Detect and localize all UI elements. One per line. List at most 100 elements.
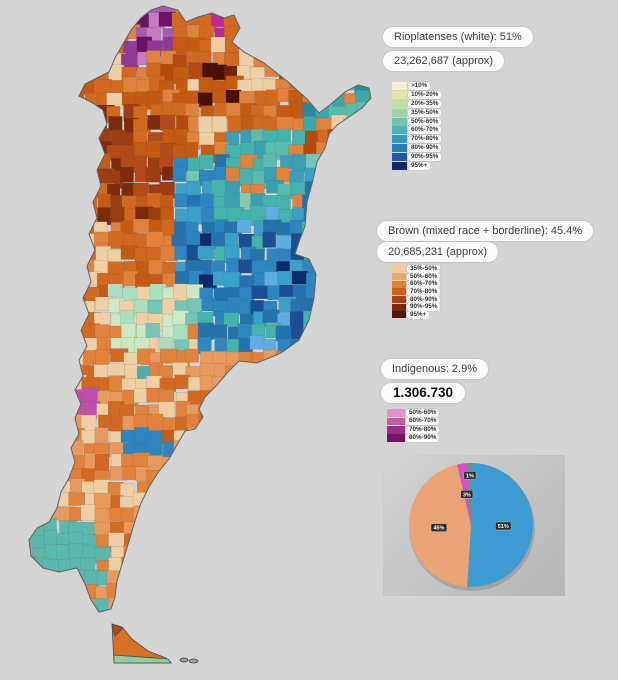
map-cell-patagonia	[344, 390, 362, 408]
map-cell-north-orange	[29, 14, 34, 29]
map-cell-patagonia	[302, 361, 317, 377]
map-cell-west-orange	[44, 231, 61, 247]
map-cell-north-orange	[329, 142, 345, 160]
map-cell-patagonia	[240, 482, 256, 497]
map-cell-west-orange	[58, 221, 76, 238]
map-cell-cuyo-mixed	[58, 364, 74, 380]
map-cell-north-orange	[366, 144, 371, 162]
map-cell-patagonia	[238, 452, 256, 471]
map-cell-patagonia	[315, 595, 332, 612]
map-cell-patagonia	[265, 404, 280, 422]
map-cell-patagonia	[57, 387, 76, 405]
map-cell-north-orange	[317, 65, 332, 83]
map-cell-east-blue-mid	[353, 233, 368, 250]
map-cell-north-orange	[316, 6, 335, 14]
map-cell-patagonia	[264, 417, 279, 436]
map-cell-north-orange	[344, 27, 361, 45]
map-cell-patagonia	[57, 624, 73, 639]
map-cell-patagonia	[306, 626, 319, 641]
legend-range-label: 60%-70%	[406, 417, 440, 426]
legend-range-label: 60%-70%	[407, 280, 441, 289]
pie-label-brown-mixed: 45%	[433, 526, 444, 532]
legend-range-label: 50%-60%	[406, 409, 440, 418]
map-cell-east-blue-mid	[343, 323, 359, 338]
map-cell-east-blue-mid	[318, 208, 336, 226]
legend-count-indigenous: 1.306.730	[381, 383, 466, 403]
map-cell-patagonia	[277, 454, 295, 472]
map-cell-east-blue-mid	[316, 296, 333, 313]
map-cell-patagonia	[343, 545, 360, 562]
map-cell-patagonia	[253, 376, 269, 394]
map-cell-patagonia	[304, 481, 321, 499]
map-cell-center-palegreen	[107, 283, 123, 298]
map-cell-north-orange	[82, 36, 101, 51]
map-cell-north-orange	[32, 50, 51, 68]
map-cell-patagonia	[68, 492, 85, 506]
map-cell-north-orange	[95, 52, 113, 70]
map-cell-west-orange	[29, 287, 30, 306]
map-cell-patagonia	[173, 465, 189, 481]
map-cell-east-blue-mid	[332, 273, 349, 292]
map-cell-patagonia	[29, 586, 31, 603]
map-cell-patagonia	[303, 597, 322, 612]
map-cell-patagonia	[197, 506, 214, 525]
map-cell-north-orange	[314, 15, 331, 33]
map-cell-patagonia	[202, 547, 220, 565]
map-cell-patagonia	[187, 430, 202, 447]
map-cell-patagonia	[227, 491, 246, 506]
map-cell-patagonia	[240, 573, 255, 592]
map-cell-pampas-blue	[262, 231, 277, 248]
map-cell-east-blue-mid	[316, 284, 335, 302]
legend-scale-brown: 35%-50% 50%-60% 60%-70% 70%-80% 80%-90% 90%-9…	[392, 264, 593, 319]
map-cell-patagonia	[278, 585, 294, 603]
map-cell-patagonia	[237, 442, 254, 459]
map-cell-north-orange	[353, 63, 371, 79]
map-cell-patagonia	[276, 374, 293, 394]
map-cell-patagonia	[301, 376, 317, 395]
map-cell-north-orange	[343, 51, 359, 66]
map-cell-patagonia	[31, 387, 50, 403]
map-cell-west-orange	[70, 272, 89, 289]
map-cell-patagonia	[185, 611, 204, 612]
map-cell-patagonia	[200, 390, 216, 406]
map-cell-west-orange	[58, 181, 74, 200]
map-cell-patagonia	[354, 493, 370, 508]
map-cell-north-orange	[253, 6, 267, 19]
map-cell-patagonia	[97, 613, 110, 626]
map-cell-west-orange	[32, 271, 49, 286]
map-cell-north-orange	[29, 144, 46, 159]
map-cell-north-orange	[29, 78, 47, 96]
legend-row: 90%-95%	[392, 152, 533, 161]
map-cell-patagonia	[357, 365, 371, 381]
map-cell-patagonia	[227, 441, 242, 460]
map-cell-patagonia	[174, 583, 193, 598]
map-cell-north-orange	[366, 14, 371, 31]
map-cell-north-orange	[289, 6, 305, 15]
map-cell-north-orange	[289, 14, 307, 29]
map-cell-patagonia	[266, 532, 285, 551]
map-cell-patagonia	[276, 572, 293, 588]
map-cell-patagonia	[302, 584, 320, 602]
map-cell-patagonia	[197, 571, 212, 588]
map-cell-patagonia	[263, 626, 279, 639]
map-cell-patagonia	[163, 626, 179, 642]
map-cell-north-orange	[69, 104, 86, 120]
map-cell-west-orange	[29, 300, 44, 317]
map-cell-patagonia	[225, 454, 242, 470]
map-cell-east-blue-mid	[329, 248, 346, 263]
map-cell-patagonia	[29, 505, 37, 521]
map-cell-patagonia	[316, 532, 332, 550]
map-cell-west-orange	[32, 209, 51, 225]
map-cell-patagonia	[223, 519, 239, 536]
map-cell-west-orange	[29, 205, 37, 220]
map-cell-patagonia	[381, 600, 394, 614]
map-cell-north-orange	[29, 64, 48, 80]
map-cell-patagonia	[305, 535, 319, 550]
map-cell-patagonia	[227, 535, 244, 553]
map-cell-north-orange	[29, 128, 48, 145]
map-cell-pampas-blue	[289, 338, 306, 357]
map-cell-north-orange	[29, 65, 36, 82]
map-cell-east-blue-mid	[341, 274, 357, 291]
map-cell-west-orange	[29, 195, 33, 212]
